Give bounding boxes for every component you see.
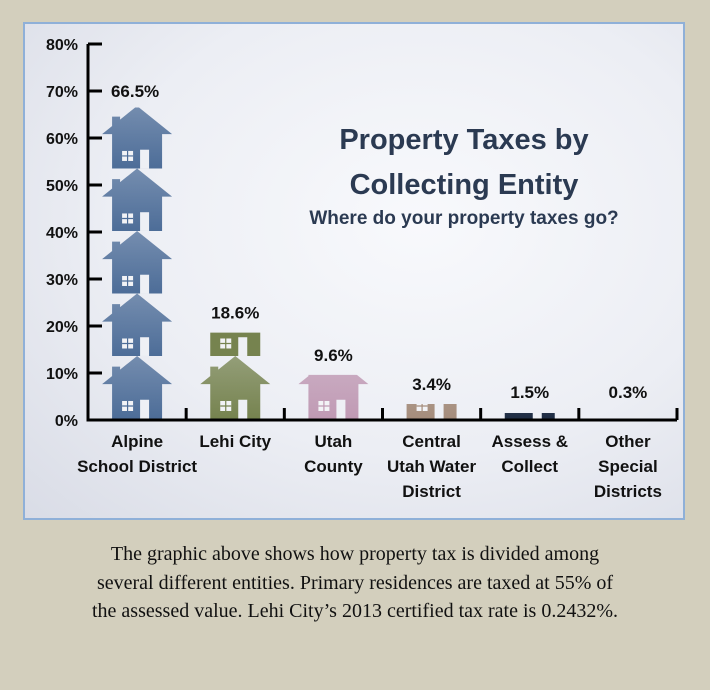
house-icon	[210, 332, 261, 356]
data-label: 0.3%	[609, 383, 648, 402]
house-icon	[102, 355, 173, 419]
house-icon	[298, 374, 369, 419]
x-tick-label: Utah Water	[387, 457, 476, 476]
house-icon	[102, 230, 173, 294]
x-tick-label: School District	[77, 457, 197, 476]
y-tick-label: 60%	[46, 131, 78, 148]
x-tick-label: District	[402, 482, 461, 501]
x-tick-label: Assess &	[491, 432, 568, 451]
y-tick-label: 50%	[46, 178, 78, 195]
door-icon	[336, 399, 346, 419]
door-icon	[140, 337, 150, 356]
bar-2: 9.6% Utah County	[298, 346, 369, 476]
house-icon	[102, 293, 173, 356]
bar-3: 3.4% Central Utah Water District	[387, 375, 476, 501]
caption-line: several different entities. Primary resi…	[96, 571, 614, 594]
y-tick-label: 80%	[46, 37, 78, 54]
door-icon	[631, 400, 640, 419]
data-label: 18.6%	[211, 304, 259, 323]
house-icon	[504, 412, 555, 419]
window-icon	[613, 401, 624, 411]
door-icon	[140, 212, 150, 231]
bar-0: 66.5% Alpine School District	[77, 82, 197, 476]
door-icon	[140, 149, 150, 169]
y-tick-label: 30%	[46, 272, 78, 289]
door-icon	[238, 337, 248, 356]
bar-4: 1.5% Assess & Collect	[491, 383, 568, 476]
chart-title: Property Taxes by	[339, 124, 588, 156]
door-icon	[238, 399, 248, 419]
x-tick-label: County	[304, 457, 363, 476]
x-tick-label: Lehi City	[199, 432, 271, 451]
y-tick-label: 10%	[46, 366, 78, 383]
door-icon	[140, 274, 150, 294]
x-tick-label: Utah	[315, 432, 353, 451]
door-icon	[434, 404, 444, 419]
house-icon	[200, 355, 271, 419]
window-icon	[515, 401, 526, 411]
data-label: 9.6%	[314, 346, 353, 365]
house-icon	[102, 168, 173, 231]
caption: The graphic above shows how property tax…	[0, 540, 710, 626]
caption-line: The graphic above shows how property tax…	[110, 543, 600, 565]
y-tick-label: 70%	[46, 84, 78, 101]
house-icon	[102, 107, 173, 169]
y-tick-label: 0%	[55, 413, 78, 430]
door-icon	[532, 412, 542, 419]
x-tick-label: Collect	[501, 457, 558, 476]
x-tick-label: Special	[598, 457, 658, 476]
y-tick-label: 40%	[46, 225, 78, 242]
bar-5: 0.3% Other Special Districts	[594, 383, 662, 501]
data-label: 1.5%	[510, 383, 549, 402]
x-tick-label: Other	[605, 432, 651, 451]
data-label: 3.4%	[412, 375, 451, 394]
chart-title: Collecting Entity	[350, 169, 579, 201]
x-tick-label: Central	[402, 432, 461, 451]
bar-1: 18.6% Lehi City	[199, 304, 271, 451]
data-label: 66.5%	[111, 82, 159, 101]
x-tick-label: Alpine	[111, 432, 163, 451]
chart-subtitle: Where do your property taxes go?	[309, 208, 618, 229]
x-tick-label: Districts	[594, 482, 662, 501]
house-bar-chart: 0% 10% 20% 30% 40% 50% 60% 70% 80% 66.5% Alpine Sch…	[46, 37, 679, 501]
caption-line: the assessed value. Lehi City’s 2013 cer…	[92, 600, 618, 622]
y-tick-label: 20%	[46, 319, 78, 336]
door-icon	[140, 399, 150, 419]
